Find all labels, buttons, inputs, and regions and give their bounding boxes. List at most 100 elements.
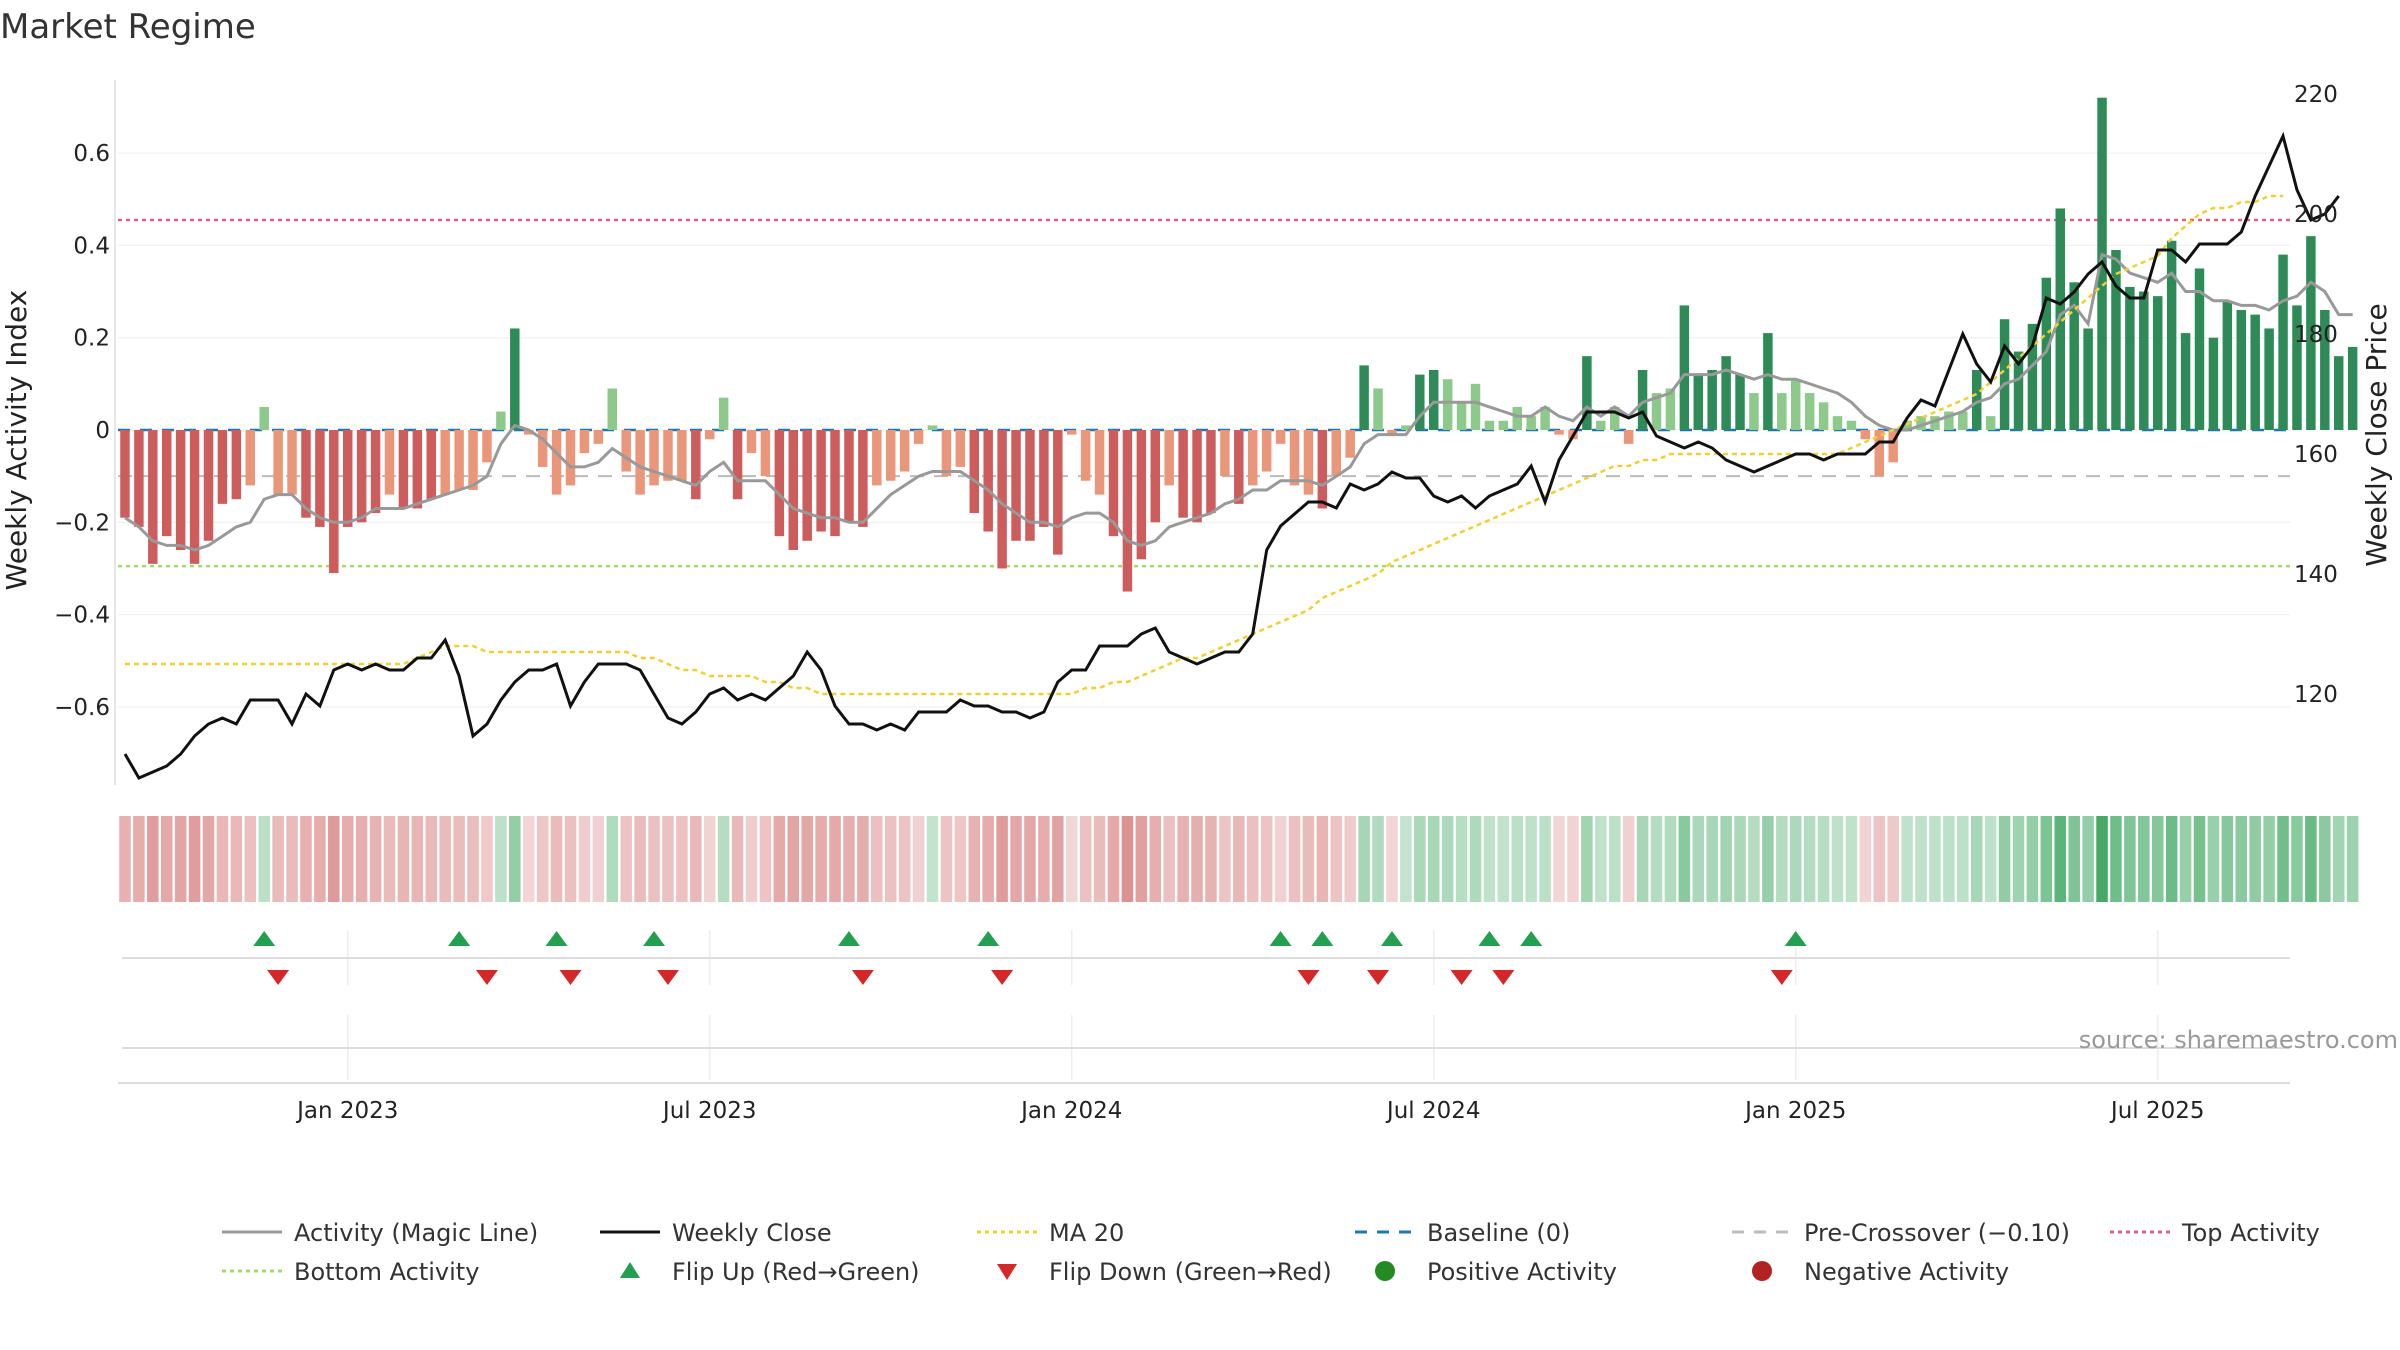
activity-bar (2041, 277, 2052, 430)
heat-cell (1776, 816, 1788, 902)
legend-label: MA 20 (1049, 1219, 1124, 1247)
heat-cell (1873, 816, 1886, 902)
activity-bar (1066, 430, 1077, 435)
heat-cell (1274, 816, 1287, 902)
heat-cell (2068, 816, 2080, 902)
flip-down-marker (991, 970, 1014, 985)
heat-cell (2110, 816, 2122, 902)
legend-swatch (1375, 1261, 1395, 1281)
legend: Activity (Magic Line) Weekly Close MA 20 Ba… (222, 1219, 2320, 1286)
y-tick-right-label: 220 (2294, 82, 2338, 108)
activity-bar (189, 430, 200, 564)
heat-cell (1859, 816, 1872, 902)
activity-bar (774, 430, 785, 537)
activity-bar (273, 430, 283, 495)
y-tick-left-label: −0.2 (54, 510, 110, 536)
activity-bar (1456, 402, 1467, 430)
heat-cell (2319, 816, 2331, 902)
activity-bar (691, 430, 701, 500)
heat-cell (1678, 816, 1691, 902)
heat-cell (2235, 816, 2248, 902)
heat-cell (453, 816, 465, 902)
activity-bar (1888, 430, 1898, 463)
heat-cell (1302, 816, 1315, 902)
activity-bar (718, 397, 729, 430)
activity-bar (2180, 333, 2191, 430)
heat-cell (1052, 816, 1064, 902)
heat-cell (1260, 816, 1273, 902)
activity-bar (440, 430, 450, 495)
heat-cell (188, 816, 201, 902)
heat-cell (2291, 816, 2303, 902)
flip-down-marker (1770, 970, 1793, 985)
magic-line-series (124, 252, 2353, 552)
legend-label: Positive Activity (1427, 1258, 1617, 1286)
heat-cell (369, 816, 382, 902)
heat-cell (717, 816, 730, 902)
flip-up-marker (1784, 931, 1807, 946)
heat-cell (2165, 816, 2178, 902)
heat-cell (843, 816, 855, 902)
x-tick-label: Jul 2024 (1385, 1098, 1481, 1124)
activity-bar (1707, 370, 1717, 430)
heat-cell (355, 816, 368, 902)
activity-bar (593, 430, 604, 444)
heat-cell (1469, 816, 1482, 902)
activity-bar (1303, 430, 1314, 495)
activity-bar (1749, 393, 1759, 430)
legend-item: MA 20 (977, 1219, 1124, 1247)
activity-bar (1108, 430, 1119, 537)
activity-bar (217, 430, 228, 504)
heat-cell (1414, 816, 1426, 902)
activity-bar (1679, 305, 1690, 430)
heat-cell (1789, 816, 1802, 902)
activity-bar (1442, 379, 1453, 430)
heat-cell (1525, 816, 1537, 902)
activity-bar (1735, 374, 1745, 430)
activity-bar (2194, 268, 2205, 430)
legend-item: Bottom Activity (222, 1258, 479, 1286)
y-tick-left-label: 0.2 (73, 326, 110, 352)
activity-bar (1192, 430, 1202, 523)
heat-cell (759, 816, 772, 902)
heat-cell (1330, 816, 1343, 902)
flip-up-marker (1380, 931, 1403, 946)
activity-bar (1247, 430, 1258, 486)
heat-cell (578, 816, 591, 902)
activity-bar (1665, 388, 1676, 430)
heat-cell (1692, 816, 1705, 902)
heat-cell (1817, 816, 1830, 902)
activity-bar (885, 430, 896, 481)
activity-bar (1025, 430, 1035, 541)
activity-bar (927, 425, 938, 430)
heat-cell (1288, 816, 1301, 902)
legend-swatch (620, 1262, 640, 1278)
heat-cell (467, 816, 479, 902)
activity-bar (412, 430, 423, 509)
activity-bar (997, 430, 1007, 569)
activity-bar (1122, 430, 1133, 592)
heat-cell (648, 816, 660, 902)
activity-bar (1596, 420, 1606, 430)
flip-up-marker (977, 931, 1000, 946)
heat-cell (1441, 816, 1454, 902)
heat-cell (536, 816, 549, 902)
heat-cell (1316, 816, 1329, 902)
activity-bar (1317, 430, 1328, 509)
y-tick-right-label: 120 (2294, 682, 2338, 708)
heat-cell (341, 816, 354, 902)
activity-bar (1790, 379, 1801, 430)
activity-bar (1554, 430, 1564, 435)
activity-bar (788, 430, 799, 550)
flip-up-marker (1311, 931, 1334, 946)
activity-bar (760, 430, 771, 477)
legend-swatch (997, 1264, 1017, 1280)
activity-bar (1289, 430, 1300, 486)
legend-item: Pre-Crossover (−0.10) (1732, 1219, 2070, 1247)
heat-cell (1497, 816, 1510, 902)
activity-bar (426, 430, 437, 500)
heat-cell (1581, 816, 1593, 902)
y-tick-left-label: −0.6 (54, 695, 110, 721)
heat-cell (857, 816, 869, 902)
activity-bar (1331, 430, 1342, 477)
